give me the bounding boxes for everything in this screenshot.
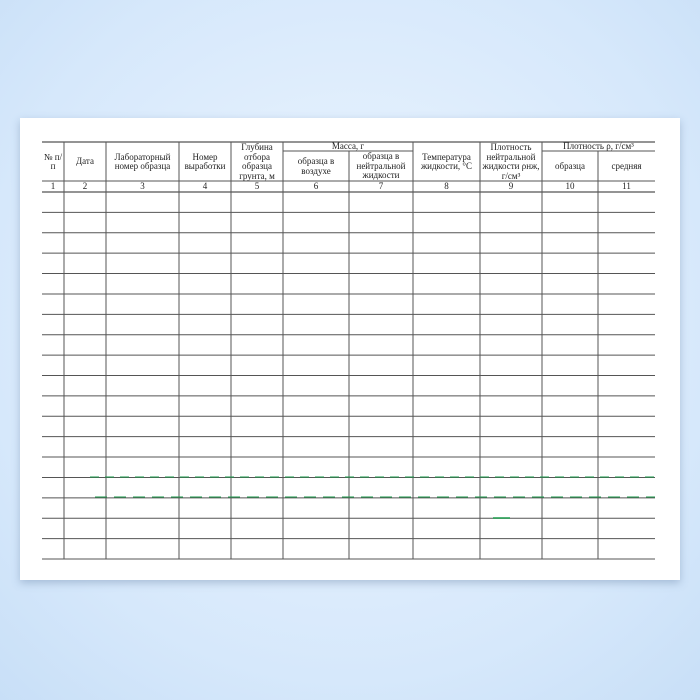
column-header: Глубина отбора образца грунта, м bbox=[239, 142, 275, 181]
column-header: Номер выработки bbox=[184, 151, 226, 171]
column-header: Плотность нейтральной жидкости ρнж, г/см… bbox=[482, 142, 540, 181]
column-header: образца bbox=[555, 160, 585, 171]
column-header: Дата bbox=[76, 156, 94, 167]
column-header: № п/п bbox=[43, 151, 63, 171]
column-number: 1 bbox=[50, 180, 56, 191]
column-number: 3 bbox=[140, 180, 145, 191]
column-number: 10 bbox=[565, 180, 575, 191]
column-number: 2 bbox=[82, 180, 88, 191]
column-header: образца в воздухе bbox=[297, 156, 335, 176]
column-number: 6 bbox=[313, 180, 319, 191]
column-number: 5 bbox=[254, 180, 260, 191]
column-header: средняя bbox=[611, 160, 642, 171]
column-number: 9 bbox=[508, 180, 514, 191]
column-number: 11 bbox=[622, 180, 631, 191]
column-number: 4 bbox=[202, 180, 208, 191]
column-header: Лабораторный номер образца bbox=[114, 151, 171, 171]
group-header-mass: Масса, г bbox=[331, 140, 365, 151]
column-number: 7 bbox=[378, 180, 384, 191]
group-header-density: Плотность ρ, г/см³ bbox=[563, 140, 634, 151]
column-header: образца в нейтральной жидкости bbox=[356, 151, 406, 181]
form-sheet bbox=[20, 118, 680, 580]
column-header: Температура жидкости, °С bbox=[420, 151, 473, 171]
column-number: 8 bbox=[444, 180, 449, 191]
